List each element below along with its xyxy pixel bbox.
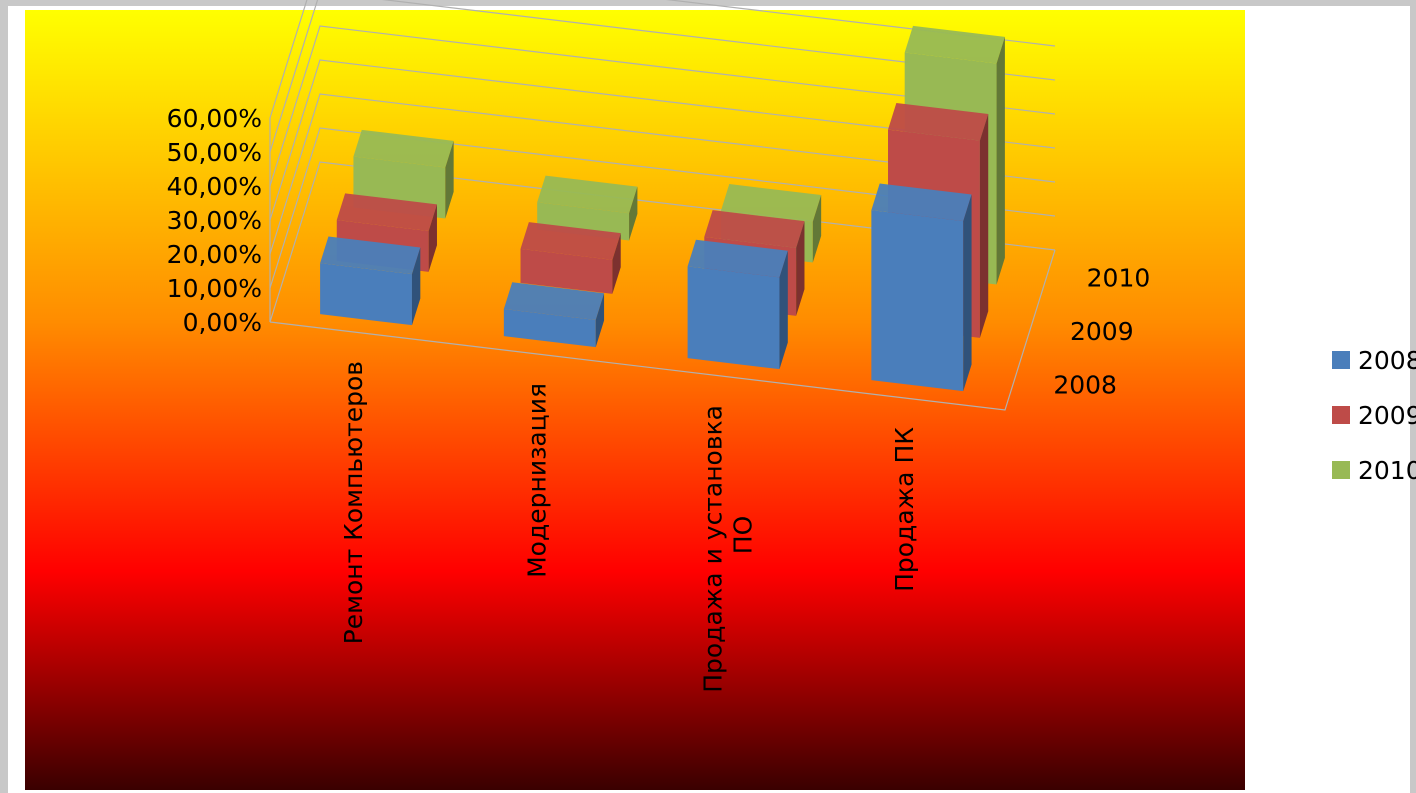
x-tick-label: Продажа и установкаПО	[698, 405, 757, 693]
bar-top	[687, 239, 788, 278]
y-tick-label: 0,00%	[183, 308, 262, 337]
legend-label: 2009	[1358, 401, 1416, 430]
bar-top	[704, 210, 805, 248]
legend-swatch	[1332, 351, 1350, 369]
bar-side	[812, 195, 822, 263]
series-axis-label: 2010	[1087, 264, 1151, 293]
bar-side	[428, 204, 437, 272]
y-tick-label: 30,00%	[167, 206, 262, 235]
bar-top	[320, 236, 421, 275]
bar-side	[629, 186, 638, 241]
bar-top	[904, 25, 1005, 64]
bar-side	[595, 293, 605, 348]
bar-front	[503, 308, 596, 348]
legend-swatch	[1332, 406, 1350, 424]
bar	[537, 175, 638, 241]
x-tick-label: Продажа ПК	[890, 427, 919, 592]
series-axis-label: 2009	[1070, 317, 1134, 346]
y-tick-label: 60,00%	[167, 104, 262, 133]
bar-side	[612, 233, 621, 294]
grid-line	[269, 0, 1056, 119]
legend-label: 2008	[1358, 346, 1416, 375]
bar-side	[963, 194, 972, 392]
y-tick-label: 10,00%	[167, 274, 262, 303]
bar-top	[888, 102, 989, 141]
bar-front	[871, 210, 964, 392]
x-tick-label: Ремонт Компьютеров	[339, 361, 368, 644]
bar-side	[996, 36, 1005, 285]
bar-side	[445, 140, 454, 219]
legend-label: 2010	[1358, 456, 1416, 485]
y-tick-label: 40,00%	[167, 172, 262, 201]
legend-swatch	[1332, 461, 1350, 479]
y-tick-label: 50,00%	[167, 138, 262, 167]
bar-top	[720, 184, 822, 222]
bar-top	[871, 183, 972, 222]
bar-front	[687, 266, 780, 370]
grid-line	[269, 93, 1056, 255]
grid-line	[269, 0, 1056, 153]
bar-front	[520, 248, 613, 294]
bar-top	[353, 129, 454, 168]
bar-top	[520, 222, 621, 260]
bar	[503, 282, 605, 348]
bar	[687, 239, 788, 370]
bar-side	[796, 221, 805, 316]
bar-side	[411, 247, 421, 326]
series-axis-label: 2008	[1053, 370, 1117, 399]
grid-line	[269, 127, 1056, 289]
bar	[520, 222, 621, 294]
grid-line	[269, 59, 1056, 221]
grid-line	[269, 25, 1056, 187]
bar	[320, 236, 421, 326]
bar-side	[979, 113, 989, 338]
floor-edge	[269, 249, 1056, 411]
bar-front	[320, 263, 412, 326]
x-tick-label: Модернизация	[523, 383, 552, 578]
bar-top	[537, 175, 638, 214]
y-tick-label: 20,00%	[167, 240, 262, 269]
bar-side	[779, 250, 788, 370]
plot-background	[25, 10, 1245, 790]
bar-top	[503, 282, 605, 320]
bar	[871, 183, 972, 392]
bar-top	[336, 193, 437, 232]
